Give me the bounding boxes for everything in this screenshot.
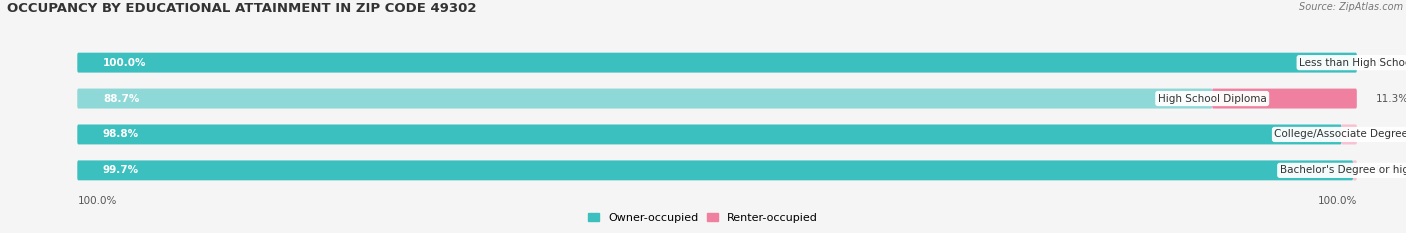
Text: 100.0%: 100.0%	[77, 196, 117, 206]
Text: 88.7%: 88.7%	[103, 93, 139, 103]
Text: 100.0%: 100.0%	[1317, 196, 1357, 206]
Text: 1.2%: 1.2%	[1376, 130, 1402, 140]
Text: 99.7%: 99.7%	[103, 165, 139, 175]
Text: 98.8%: 98.8%	[103, 130, 139, 140]
Text: Bachelor's Degree or higher: Bachelor's Degree or higher	[1279, 165, 1406, 175]
Text: 0.0%: 0.0%	[1376, 58, 1402, 68]
FancyBboxPatch shape	[77, 161, 1357, 180]
Text: OCCUPANCY BY EDUCATIONAL ATTAINMENT IN ZIP CODE 49302: OCCUPANCY BY EDUCATIONAL ATTAINMENT IN Z…	[7, 2, 477, 15]
FancyBboxPatch shape	[77, 89, 1212, 109]
FancyBboxPatch shape	[77, 161, 1353, 180]
Text: High School Diploma: High School Diploma	[1157, 93, 1267, 103]
FancyBboxPatch shape	[77, 53, 1357, 72]
FancyBboxPatch shape	[77, 89, 1357, 109]
FancyBboxPatch shape	[1353, 161, 1357, 180]
Text: 100.0%: 100.0%	[103, 58, 146, 68]
Legend: Owner-occupied, Renter-occupied: Owner-occupied, Renter-occupied	[583, 209, 823, 227]
FancyBboxPatch shape	[77, 124, 1357, 144]
FancyBboxPatch shape	[77, 53, 1357, 72]
Text: Source: ZipAtlas.com: Source: ZipAtlas.com	[1299, 2, 1403, 12]
Text: College/Associate Degree: College/Associate Degree	[1274, 130, 1406, 140]
Text: Less than High School: Less than High School	[1299, 58, 1406, 68]
Text: 0.29%: 0.29%	[1376, 165, 1406, 175]
FancyBboxPatch shape	[1341, 124, 1357, 144]
FancyBboxPatch shape	[77, 124, 1341, 144]
Text: 11.3%: 11.3%	[1376, 93, 1406, 103]
FancyBboxPatch shape	[1212, 89, 1357, 109]
